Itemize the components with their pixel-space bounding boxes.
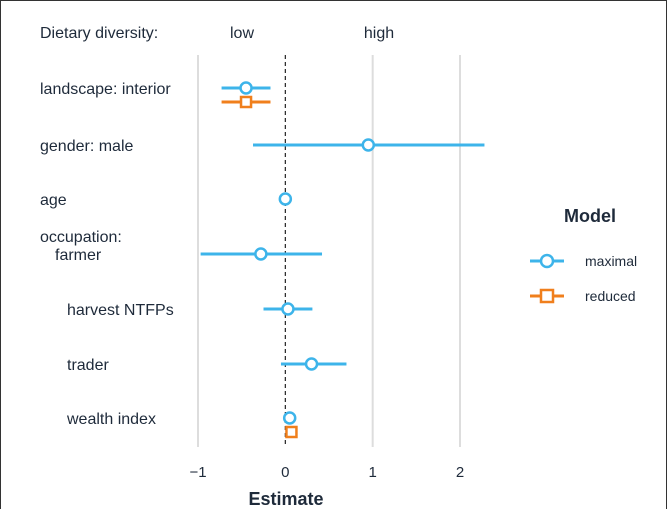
point-reduced: [239, 95, 253, 109]
legend-label-maximal: maximal: [585, 253, 637, 269]
point-maximal: [304, 357, 319, 371]
legend-title: Model: [564, 206, 616, 226]
point-maximal: [281, 302, 295, 316]
legend-key-maximal: [539, 253, 555, 269]
legend-key-reduced: [539, 288, 555, 304]
x-tick-label: −1: [189, 464, 206, 481]
term-group-label: occupation:: [40, 229, 122, 246]
point-maximal: [282, 411, 297, 425]
term-labels: landscape: interior gender: male age occupa…: [40, 81, 174, 428]
header-high: high: [364, 25, 394, 42]
term-label: landscape: interior: [40, 81, 171, 98]
legend-label-reduced: reduced: [585, 288, 636, 304]
term-label: trader: [67, 357, 109, 374]
x-tick-label: 0: [281, 464, 289, 481]
header-label: Dietary diversity:: [40, 25, 158, 42]
estimate-marks: [200, 81, 485, 439]
point-maximal: [239, 81, 253, 95]
x-axis: −1 0 1 2: [189, 464, 464, 481]
term-label: harvest NTFPs: [67, 302, 174, 319]
x-axis-title: Estimate: [248, 489, 323, 509]
x-tick-label: 2: [456, 464, 464, 481]
legend: Model maximal reduced: [530, 206, 637, 304]
x-tick-label: 1: [368, 464, 376, 481]
point-maximal: [254, 247, 268, 261]
point-reduced: [285, 425, 298, 439]
term-label: farmer: [55, 247, 102, 264]
term-label: age: [40, 192, 67, 209]
chart-header: Dietary diversity: low high: [40, 25, 394, 42]
term-label: wealth index: [66, 411, 156, 428]
term-label: gender: male: [40, 138, 133, 155]
grid-lines: [197, 55, 461, 447]
header-low: low: [230, 25, 254, 42]
point-maximal: [278, 192, 293, 206]
point-maximal: [361, 138, 376, 152]
